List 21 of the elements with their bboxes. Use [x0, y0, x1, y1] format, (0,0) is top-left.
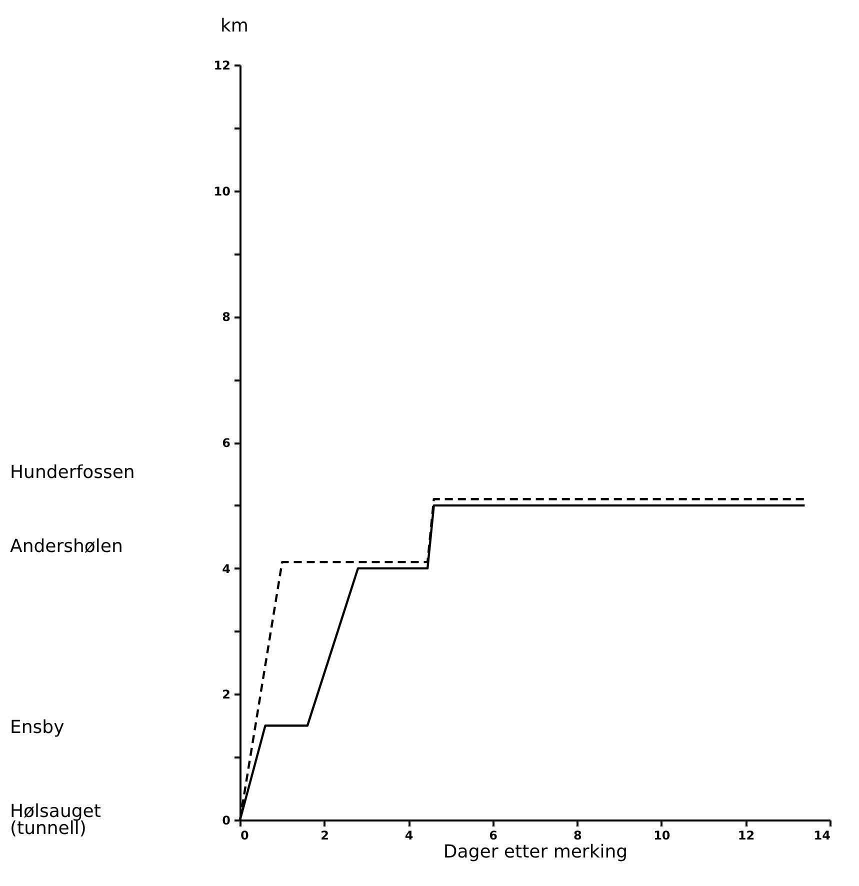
y-tick-label: 12 [214, 58, 230, 72]
text: Hølsauget (tunnell) [10, 801, 101, 839]
x-tick-label: 14 [814, 828, 830, 842]
x-tick-label: 12 [738, 828, 755, 842]
y-tick-label: 4 [222, 562, 230, 576]
y-tick-label: 8 [222, 310, 230, 324]
x-tick-label: 8 [573, 828, 582, 842]
y-tick-label: 2 [222, 688, 230, 702]
x-tick-label: 0 [240, 828, 249, 842]
x-tick-label: 2 [320, 828, 329, 842]
y-tick-label: 0 [222, 814, 230, 828]
x-tick-label: 6 [489, 828, 498, 842]
y-tick-label: 10 [214, 184, 230, 198]
text: Andershølen [10, 536, 123, 557]
text: Ensby [10, 717, 65, 738]
x-tick-label: 4 [404, 828, 414, 842]
x-axis-title: Dager etter merking [443, 842, 628, 862]
x-tick-label: 10 [654, 828, 670, 842]
y-tick-label: 6 [222, 436, 230, 450]
y-axis-title: km [220, 16, 248, 36]
text: Hunderfossen [10, 462, 135, 483]
